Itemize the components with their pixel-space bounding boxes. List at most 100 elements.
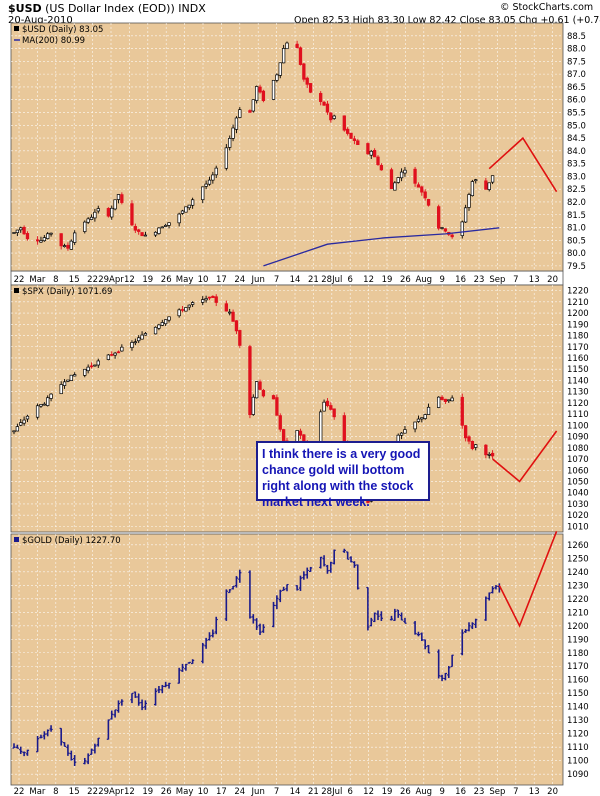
price-candle [46, 397, 50, 406]
price-candle [322, 401, 326, 412]
symbol-description: (US Dollar Index (EOD)) [45, 2, 175, 15]
y-tick-label: 82.5 [567, 185, 586, 195]
price-candle [298, 47, 303, 65]
price-candle [255, 86, 259, 101]
x-tick-label-bottom: 26 [161, 787, 172, 796]
price-candle [399, 171, 404, 179]
price-candle [201, 299, 205, 303]
y-tick-label: 1070 [567, 455, 589, 465]
x-tick-label-bottom: 22 [14, 787, 25, 796]
price-candle [39, 404, 43, 407]
price-candle [346, 128, 350, 134]
price-candle [302, 434, 306, 442]
price-candle [167, 316, 171, 321]
price-candle [96, 360, 100, 366]
price-candle [19, 227, 23, 231]
price-candle [467, 436, 471, 442]
price-candle [403, 429, 407, 434]
price-candle [167, 222, 171, 226]
price-candle [251, 396, 255, 415]
y-tick-label: 1150 [567, 365, 589, 375]
price-candle [228, 138, 232, 148]
price-candle [420, 417, 424, 420]
panel-title: $USD (Daily) 83.05 [14, 25, 103, 35]
annotation-callout: I think there is a very good chance gold… [256, 441, 430, 509]
price-candle [325, 400, 330, 407]
y-tick-label: 1120 [567, 730, 589, 740]
x-tick-label-top: 22 [14, 275, 25, 285]
panel-background [10, 22, 564, 272]
price-candle [62, 245, 67, 248]
price-candle [39, 240, 43, 243]
price-candle [393, 182, 397, 191]
ohlc-readout: Open 82.53 High 83.30 Low 82.42 Close 83… [294, 15, 600, 26]
y-tick-label: 1100 [567, 757, 589, 767]
y-tick-label: 1250 [567, 554, 589, 564]
y-tick-label: 81.0 [567, 224, 586, 234]
y-tick-label: 1100 [567, 421, 589, 431]
y-tick-label: 1190 [567, 635, 589, 645]
price-candle [83, 221, 87, 232]
price-candle [231, 127, 235, 139]
y-tick-label: 1090 [567, 433, 589, 443]
x-tick-label-bottom: 13 [529, 787, 540, 796]
y-tick-label: 81.5 [567, 211, 586, 221]
y-tick-label: 1080 [567, 444, 589, 454]
price-candle [329, 405, 333, 410]
y-tick-label: 87.5 [567, 57, 586, 67]
y-tick-label: 85.5 [567, 108, 586, 118]
y-tick-label: 1170 [567, 343, 589, 353]
x-tick-label-top: 9 [439, 275, 444, 285]
price-candle [474, 444, 478, 448]
price-candle [484, 180, 488, 190]
y-tick-label: 1090 [567, 770, 589, 780]
price-candle [450, 234, 454, 238]
price-candle [437, 396, 441, 408]
x-tick-label-top: Sep [489, 275, 505, 285]
price-candle [463, 425, 468, 439]
price-candle [116, 194, 121, 200]
price-candle [207, 179, 212, 185]
price-candle [201, 186, 205, 201]
price-candle [426, 199, 431, 206]
projection-line [498, 531, 558, 628]
y-tick-label: 87.0 [567, 70, 586, 80]
price-candle [204, 183, 208, 187]
x-tick-label-bottom: 10 [198, 787, 209, 796]
price-candle [153, 231, 158, 236]
price-candle [12, 430, 16, 433]
price-candle [130, 203, 134, 226]
price-candle [89, 216, 94, 220]
price-candle [89, 365, 94, 368]
price-candle [416, 184, 421, 188]
x-tick-label-bottom: 24 [234, 787, 245, 796]
price-candle [352, 138, 357, 141]
price-candle [298, 430, 303, 436]
price-candle [376, 156, 380, 165]
price-candle [49, 232, 53, 235]
x-tick-label-bottom: 26 [400, 787, 411, 796]
y-tick-label: 1210 [567, 608, 589, 618]
x-tick-label-bottom: 7 [513, 787, 518, 796]
price-candle [110, 354, 114, 356]
x-tick-label-top: 14 [290, 275, 301, 285]
price-candle [184, 307, 188, 312]
y-tick-label: 1010 [567, 522, 589, 532]
x-tick-label-bottom: 29Apr [98, 787, 124, 796]
price-panel-2: 1090 1100 1110 1120 1130 1140 1150 1160 1170 1180… [10, 531, 589, 786]
price-candle [187, 304, 191, 308]
price-candle [19, 422, 23, 426]
price-candle [278, 415, 282, 430]
x-tick-label-top: 7 [513, 275, 518, 285]
price-candle [120, 346, 124, 352]
y-tick-label: 1060 [567, 466, 589, 476]
x-tick-label-bottom: Jun [251, 787, 265, 796]
price-candle [238, 330, 242, 346]
symbol-label: $USD [8, 2, 42, 15]
y-tick-label: 1140 [567, 703, 589, 713]
price-candle [62, 381, 67, 386]
price-candle [49, 393, 53, 399]
y-tick-label: 83.5 [567, 160, 586, 170]
price-candle [157, 324, 161, 329]
price-candle [204, 298, 208, 301]
